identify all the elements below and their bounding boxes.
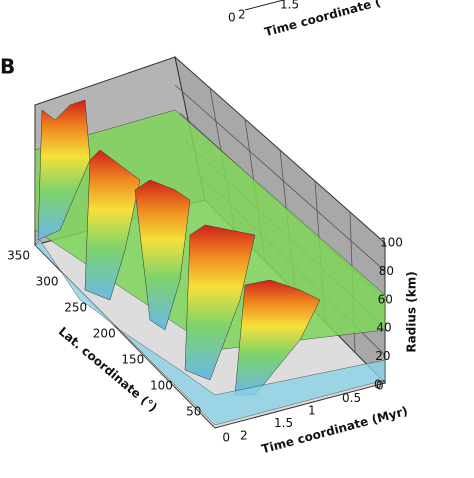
tick-label: 100 xyxy=(150,379,173,393)
tick-label: 0 xyxy=(374,378,382,392)
tick-label: 40 xyxy=(376,321,391,335)
tick-label: 100 xyxy=(380,236,403,250)
tick-label: 300 xyxy=(36,275,59,289)
tick: 0 xyxy=(228,11,236,25)
tick-label: 2 xyxy=(240,429,248,443)
tick-label: 50 xyxy=(186,405,201,419)
tick-label: 0.5 xyxy=(342,391,361,405)
tick-label: 150 xyxy=(121,353,144,367)
axis-label: Time coordinate (Myr) xyxy=(260,404,409,457)
tick-label: 20 xyxy=(375,349,390,363)
panel-label: B xyxy=(0,55,15,79)
tick-label: 80 xyxy=(379,264,394,278)
tick-label: 250 xyxy=(64,301,87,315)
tick-label: 60 xyxy=(378,292,393,306)
axis-label: Radius (km) xyxy=(405,271,419,352)
tick-label: 0 xyxy=(222,431,230,445)
tick: 1.5 xyxy=(280,0,299,12)
tick-label: 200 xyxy=(93,327,116,341)
tick: 2 xyxy=(238,8,246,22)
tick-label: 1 xyxy=(308,404,316,418)
tick-label: 0 xyxy=(376,379,384,393)
surface xyxy=(34,99,386,426)
tick-label: 350 xyxy=(7,249,30,263)
tick-label: 1.5 xyxy=(274,416,293,430)
